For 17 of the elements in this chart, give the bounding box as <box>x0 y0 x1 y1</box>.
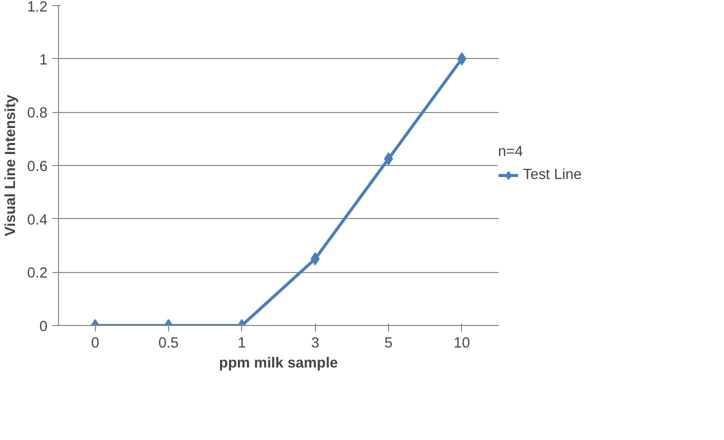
x-tick-label: 10 <box>454 336 470 352</box>
legend-title: n=4 <box>498 144 524 160</box>
y-tick-label: 0.4 <box>27 212 48 228</box>
x-tick-label: 3 <box>311 336 320 352</box>
y-tick-label: 0.8 <box>27 106 48 122</box>
y-tick-label: 1.2 <box>27 0 48 16</box>
x-tick-label: 0 <box>91 336 100 352</box>
y-axis-title: Visual Line Intensity <box>3 94 20 236</box>
legend-label: Test Line <box>523 167 582 183</box>
x-tick-label: 1 <box>238 336 246 352</box>
x-tick-label: 5 <box>384 336 393 352</box>
y-tick-label: 0.2 <box>27 266 48 282</box>
x-tick-label: 0.5 <box>158 336 179 352</box>
y-tick-label: 0 <box>39 319 48 335</box>
y-tick-label: 0.6 <box>27 159 48 175</box>
y-tick-label: 1 <box>39 52 48 68</box>
x-axis-title: ppm milk sample <box>219 356 338 372</box>
